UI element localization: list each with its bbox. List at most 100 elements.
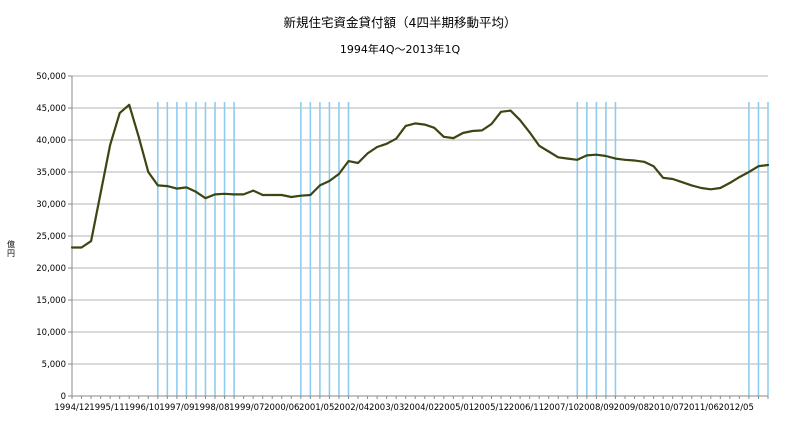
data-point — [166, 185, 169, 187]
x-tick-label: 2005/12 — [474, 403, 509, 413]
series — [70, 103, 770, 249]
data-point — [757, 165, 760, 168]
x-tick-label: 1999/07 — [229, 403, 264, 413]
x-tick-label: 2004/02 — [404, 403, 439, 413]
data-point — [156, 184, 159, 187]
y-tick-label: 30,000 — [36, 200, 66, 210]
y-tick-label: 10,000 — [36, 328, 66, 338]
x-tick-label: 2003/03 — [369, 403, 404, 413]
data-point — [204, 197, 207, 200]
data-point — [700, 187, 703, 189]
data-point — [547, 150, 550, 153]
x-tick-label: 1994/12 — [54, 403, 89, 413]
data-point — [566, 157, 569, 160]
data-point — [662, 176, 665, 179]
data-point — [357, 162, 359, 164]
y-tick-label: 5,000 — [42, 360, 66, 370]
axes — [68, 75, 769, 399]
data-point — [118, 112, 121, 115]
data-point — [624, 158, 626, 161]
data-point — [471, 130, 474, 132]
data-point — [338, 173, 340, 175]
y-tick-label: 0 — [61, 392, 66, 402]
data-point — [433, 126, 436, 129]
data-point — [280, 194, 283, 196]
x-tick-labels: 1994/12 1995/11 1996/10 1997/09 1998/08 1999/… — [54, 403, 754, 413]
data-point — [385, 142, 388, 145]
y-axis-label: 億円 — [7, 240, 15, 258]
y-tick-label: 45,000 — [36, 104, 66, 114]
x-tick-label: 1995/11 — [89, 403, 124, 413]
data-point — [728, 181, 731, 184]
x-tick-label: 1998/08 — [194, 403, 229, 413]
data-point — [90, 240, 92, 243]
data-point — [71, 246, 73, 249]
data-point — [490, 123, 493, 125]
data-point — [509, 109, 512, 112]
data-point — [137, 135, 140, 138]
x-tick-label: 2005/01 — [439, 403, 474, 413]
x-tick-label: 2006/11 — [509, 403, 544, 413]
data-point — [605, 155, 607, 157]
data-point — [80, 246, 83, 249]
data-point — [318, 184, 321, 187]
data-point — [252, 189, 255, 192]
data-point — [576, 158, 579, 161]
data-point — [738, 176, 741, 179]
y-tick-label: 25,000 — [36, 232, 66, 242]
data-point — [109, 144, 112, 147]
data-point — [709, 188, 712, 191]
y-tick-labels: 0 5,000 10,000 15,000 20,000 25,000 30,000 35,0… — [36, 72, 66, 402]
data-point — [233, 193, 235, 196]
data-point — [185, 186, 188, 189]
x-tick-label: 2002/04 — [334, 403, 369, 413]
x-tick-label: 2011/06 — [684, 403, 719, 413]
data-point — [633, 159, 636, 162]
data-point — [652, 165, 655, 168]
data-point — [681, 181, 684, 184]
data-point — [481, 129, 483, 132]
data-point — [719, 187, 722, 189]
data-point — [767, 164, 769, 166]
data-point — [538, 144, 541, 147]
data-point — [404, 125, 407, 127]
data-point — [519, 119, 522, 122]
data-point — [223, 192, 226, 195]
y-tick-label: 40,000 — [36, 136, 66, 146]
data-point — [557, 156, 560, 159]
x-tick-label: 2007/10 — [544, 403, 579, 413]
data-point — [195, 190, 197, 193]
data-point — [595, 153, 598, 156]
x-tick-label: 2012/05 — [719, 403, 754, 413]
data-point — [462, 132, 464, 134]
data-point — [299, 194, 302, 197]
data-point — [452, 137, 455, 139]
y-tick-label: 50,000 — [36, 72, 66, 82]
grid — [72, 75, 768, 365]
data-point — [671, 178, 674, 180]
data-point — [395, 137, 398, 140]
data-point — [214, 193, 216, 196]
data-point — [175, 187, 178, 190]
x-tick-label: 2000/06 — [264, 403, 299, 413]
data-point — [585, 154, 588, 157]
data-point — [500, 110, 502, 113]
data-point — [328, 180, 331, 182]
x-tick-label: 2010/07 — [649, 403, 684, 413]
data-point — [614, 157, 617, 160]
y-tick-label: 35,000 — [36, 168, 66, 178]
series-line — [70, 103, 770, 249]
chart-title: 新規住宅資金貸付額（4四半期移動平均） — [283, 15, 517, 30]
data-point — [376, 146, 378, 148]
data-point — [290, 196, 293, 198]
x-tick-label: 2008/09 — [579, 403, 614, 413]
data-point — [423, 123, 426, 126]
x-tick-label: 2001/05 — [299, 403, 334, 413]
data-point — [442, 135, 445, 138]
x-tick-label: 2009/08 — [614, 403, 649, 413]
data-point — [528, 131, 531, 134]
data-point — [748, 171, 750, 173]
data-point — [643, 160, 645, 163]
chart-subtitle: 1994年4Q〜2013年1Q — [339, 43, 461, 56]
